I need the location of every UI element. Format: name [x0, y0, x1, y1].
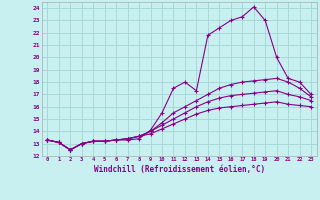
X-axis label: Windchill (Refroidissement éolien,°C): Windchill (Refroidissement éolien,°C) — [94, 165, 265, 174]
